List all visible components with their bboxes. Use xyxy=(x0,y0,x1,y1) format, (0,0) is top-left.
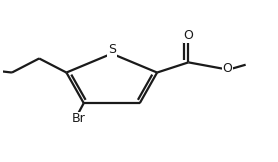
Text: Br: Br xyxy=(71,112,85,125)
Text: S: S xyxy=(108,43,116,56)
Text: O: O xyxy=(222,62,232,75)
Text: O: O xyxy=(183,29,193,42)
